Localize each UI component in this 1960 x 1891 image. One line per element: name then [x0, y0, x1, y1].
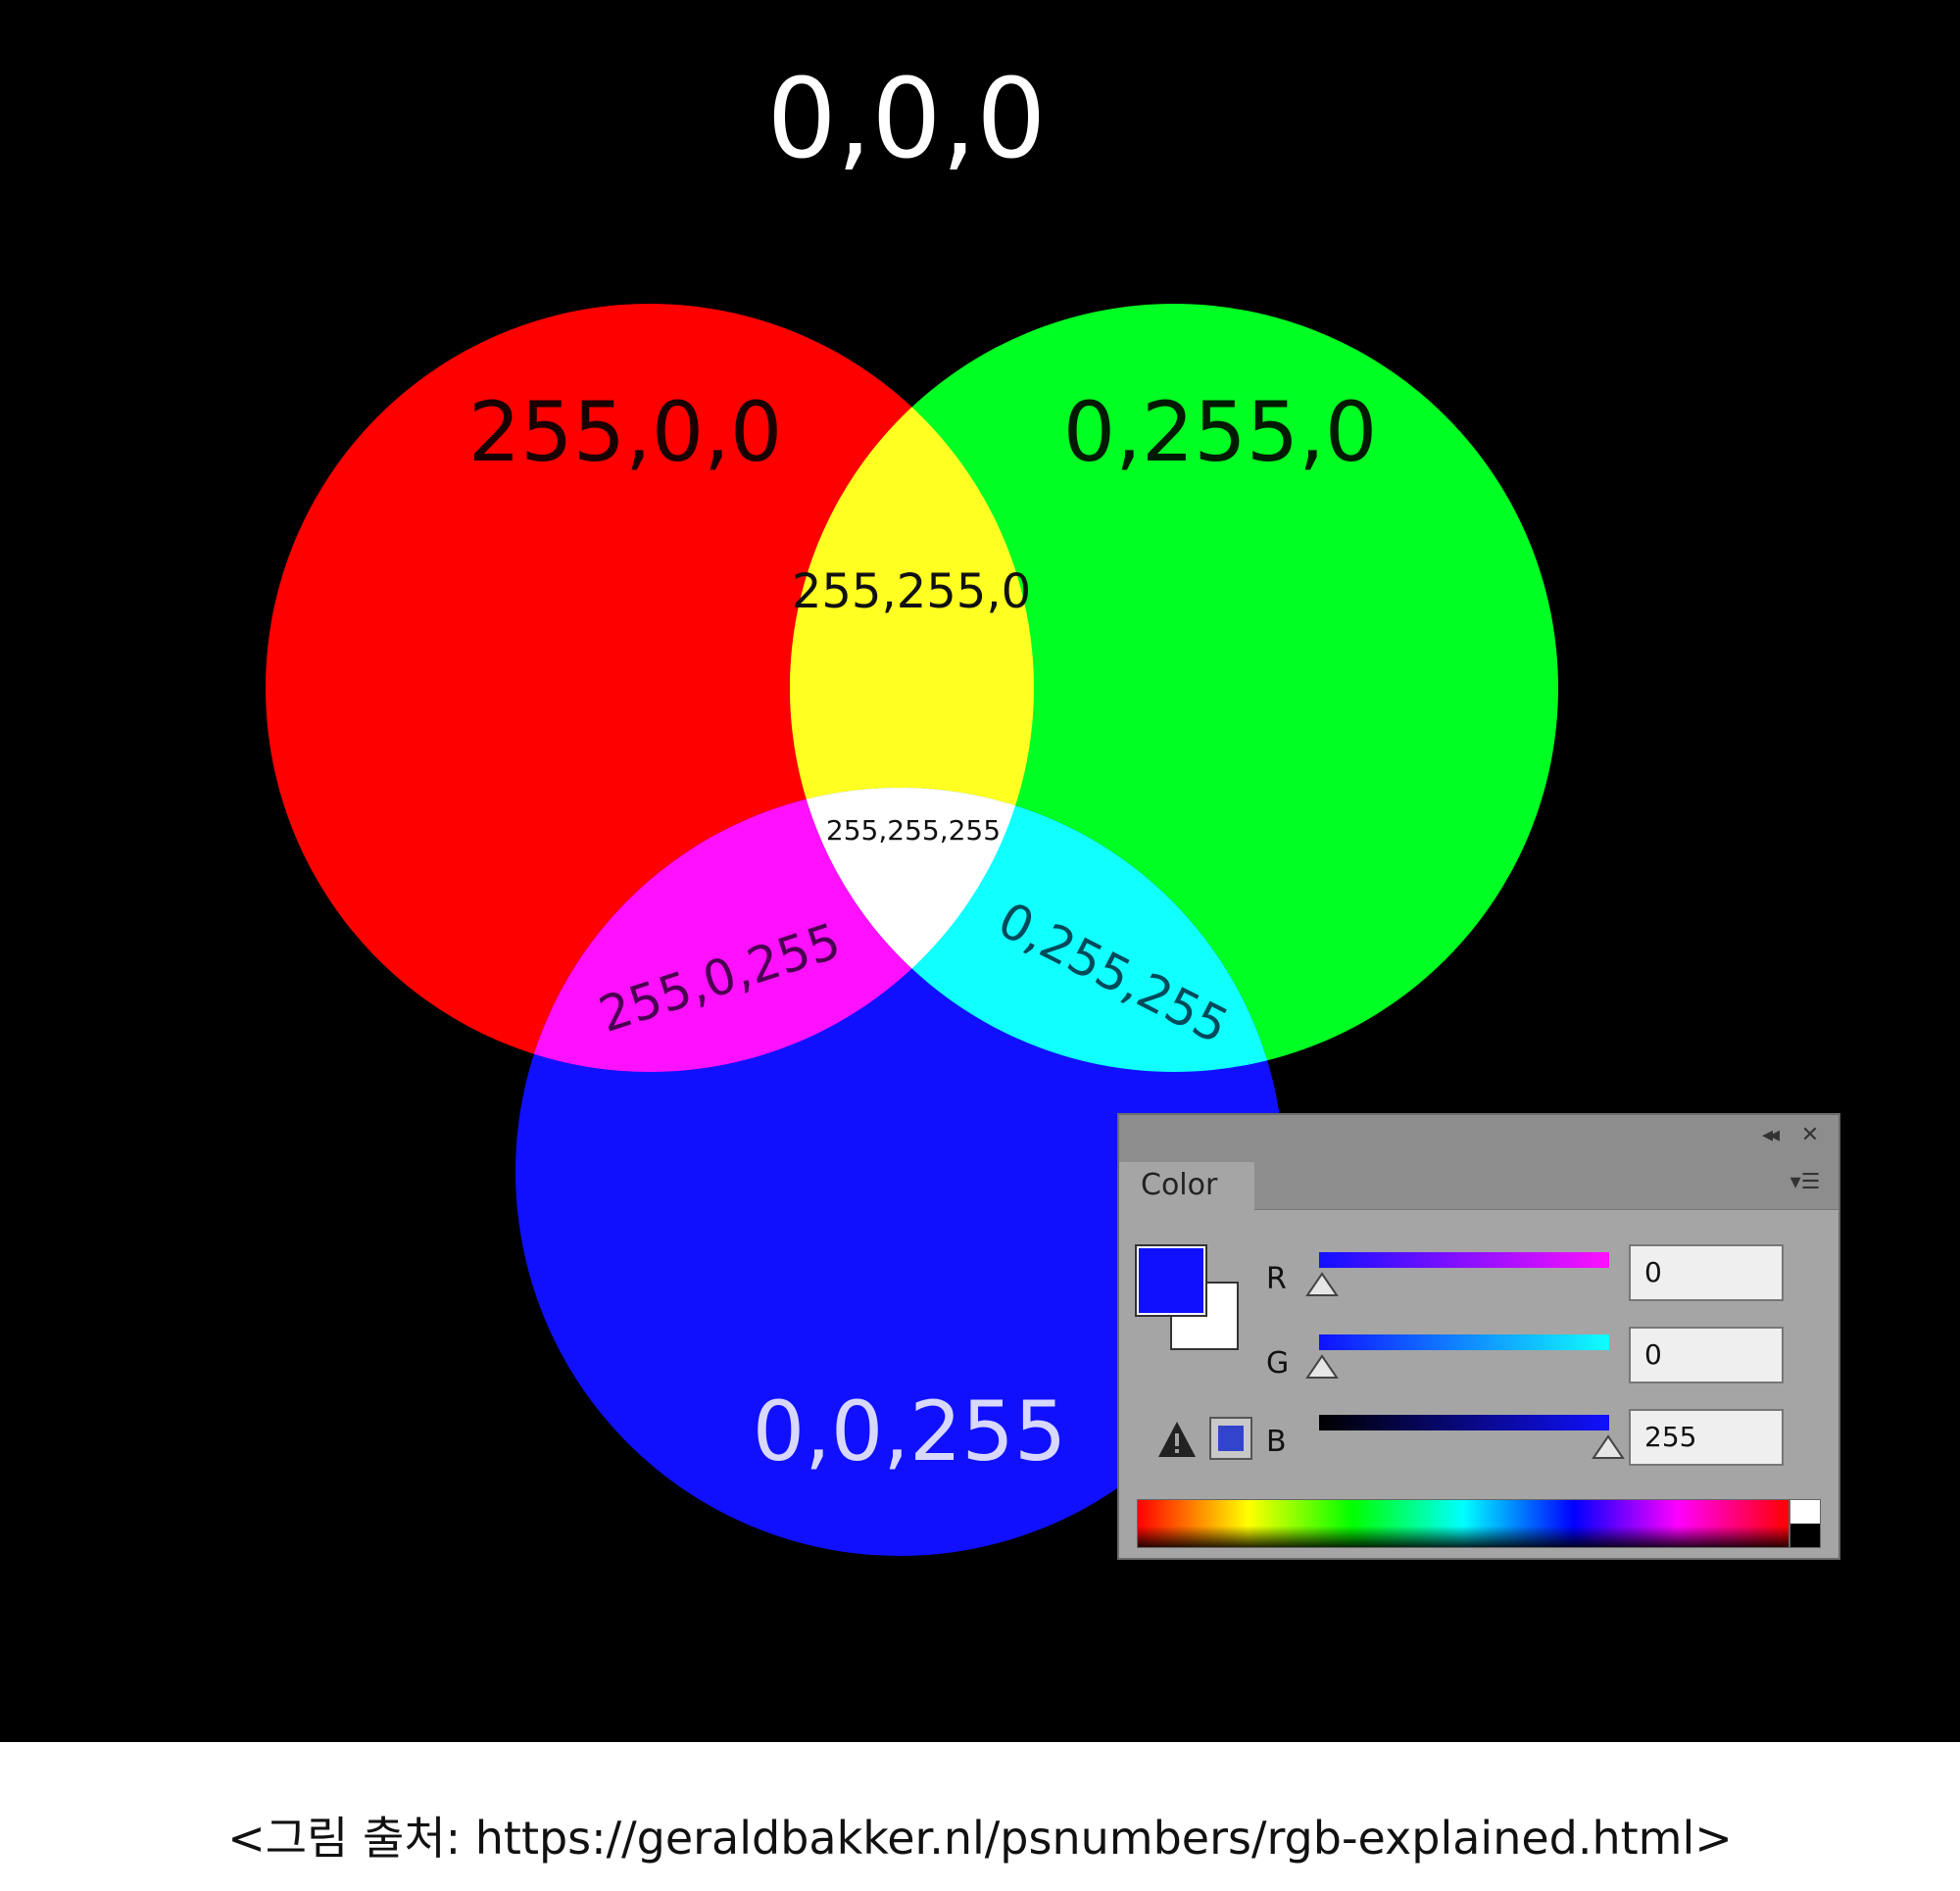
panel-title-bar[interactable]: ◂◂ ✕ [1119, 1115, 1838, 1157]
red-value-label: 255,0,0 [468, 384, 783, 480]
web-safe-color-swatch[interactable] [1209, 1417, 1252, 1460]
rgb-diagram-area: 0,0,0 255,0,0 0,255,0 255,255,0 255,255,… [0, 0, 1960, 1742]
blue-value-label: 0,0,255 [753, 1383, 1067, 1479]
red-slider-track[interactable] [1319, 1252, 1609, 1268]
out-of-gamut-warning-icon[interactable] [1156, 1419, 1198, 1460]
blue-value-input[interactable]: 255 [1629, 1409, 1784, 1466]
green-slider-thumb[interactable] [1305, 1354, 1339, 1380]
channel-label-r: R [1266, 1262, 1287, 1296]
black-white-swatch[interactable] [1789, 1499, 1821, 1548]
foreground-color-swatch[interactable] [1135, 1244, 1207, 1317]
green-value-input[interactable]: 0 [1629, 1327, 1784, 1383]
channel-label-b: B [1266, 1425, 1287, 1459]
yellow-value-label: 255,255,0 [792, 564, 1031, 619]
magenta-overlap [515, 788, 1034, 1072]
close-icon[interactable]: ✕ [1800, 1123, 1820, 1147]
black-value-label: 0,0,0 [767, 56, 1047, 183]
color-spectrum-ramp[interactable] [1137, 1499, 1789, 1548]
color-panel[interactable]: ◂◂ ✕ Color ▾☰ R 0 G 0 B [1117, 1113, 1840, 1560]
rgb-venn-diagram: 0,0,0 255,0,0 0,255,0 255,255,0 255,255,… [266, 56, 1558, 1556]
green-slider-track[interactable] [1319, 1334, 1609, 1350]
cyan-overlap [790, 788, 1284, 1072]
red-slider-thumb[interactable] [1305, 1272, 1339, 1297]
image-source-caption: <그림 출처: https://geraldbakker.nl/psnumber… [227, 1812, 1733, 1865]
panel-tab-row: Color ▾☰ [1119, 1156, 1838, 1210]
white-value-label: 255,255,255 [826, 814, 1001, 847]
green-value-label: 0,255,0 [1063, 384, 1378, 480]
channel-label-g: G [1266, 1346, 1290, 1381]
red-value-input[interactable]: 0 [1629, 1244, 1784, 1301]
double-chevron-left-icon[interactable]: ◂◂ [1761, 1123, 1780, 1147]
blue-slider-thumb[interactable] [1592, 1434, 1625, 1460]
blue-slider-track[interactable] [1319, 1415, 1609, 1430]
tab-color[interactable]: Color [1119, 1162, 1254, 1210]
panel-menu-icon[interactable]: ▾☰ [1789, 1170, 1821, 1194]
